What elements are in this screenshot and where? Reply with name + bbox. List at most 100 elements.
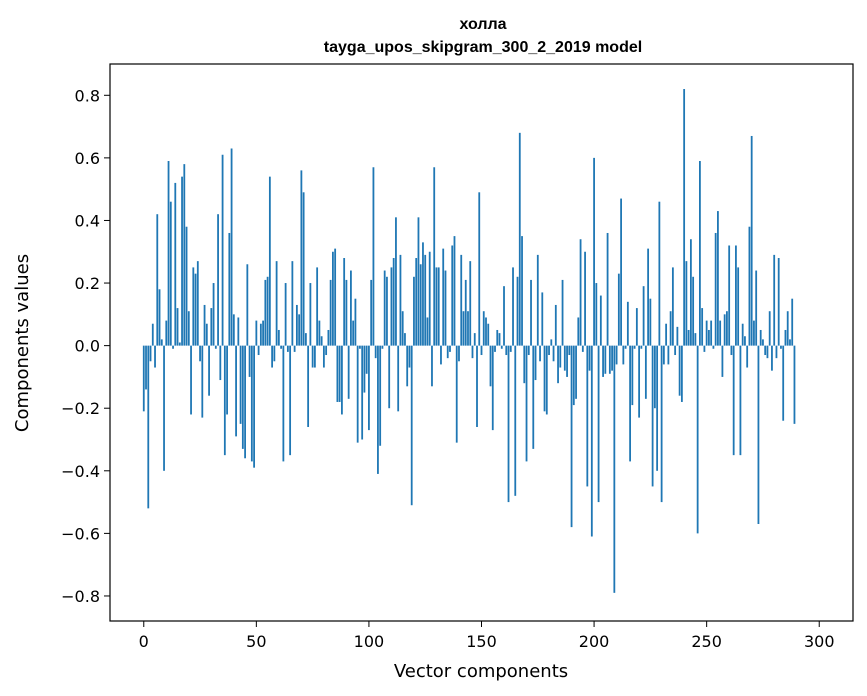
bar — [230, 148, 233, 346]
bar — [433, 167, 436, 346]
bar — [248, 345, 251, 377]
bar — [512, 267, 514, 346]
bar — [379, 345, 382, 446]
bar — [744, 336, 746, 346]
bar — [446, 345, 449, 359]
x-tick-label: 100 — [354, 632, 385, 651]
bar — [208, 345, 210, 396]
bar — [183, 164, 186, 346]
bar — [341, 345, 343, 415]
y-tick-label: 0.0 — [75, 337, 100, 356]
bar — [708, 329, 710, 346]
bar — [638, 345, 641, 418]
bar — [500, 345, 503, 349]
bar — [485, 317, 487, 346]
bar — [359, 345, 361, 349]
bar — [397, 345, 400, 412]
bar — [377, 345, 379, 474]
bar — [656, 345, 659, 471]
bar — [142, 345, 145, 412]
bar — [694, 333, 697, 346]
bar — [307, 345, 310, 427]
bar — [786, 311, 789, 346]
bar — [689, 239, 692, 346]
bar — [534, 345, 537, 381]
bar — [431, 345, 433, 387]
bar — [399, 254, 402, 346]
bar — [336, 345, 339, 402]
bar — [771, 345, 773, 371]
bar — [322, 345, 325, 368]
bar — [187, 311, 190, 346]
bar — [404, 333, 406, 346]
bar — [509, 345, 512, 352]
bar — [496, 329, 499, 346]
bar — [275, 261, 278, 346]
bar — [298, 314, 301, 346]
bar — [302, 192, 305, 346]
bar — [350, 270, 352, 346]
bar — [701, 308, 704, 346]
bar — [568, 345, 571, 356]
y-tick-label: 0.4 — [75, 211, 100, 230]
y-tick-label: −0.8 — [61, 587, 100, 606]
bar — [626, 301, 629, 346]
bar — [295, 304, 298, 346]
bar — [250, 345, 253, 462]
bar — [192, 267, 195, 346]
bar — [590, 345, 593, 537]
bar — [739, 345, 742, 456]
bar — [147, 345, 150, 509]
bar — [735, 245, 737, 346]
bar — [395, 217, 397, 346]
bar — [674, 345, 677, 356]
bar — [728, 245, 731, 346]
bar — [235, 345, 237, 437]
bar — [563, 345, 566, 371]
bar — [651, 345, 654, 487]
bar — [732, 345, 735, 456]
bar — [210, 308, 213, 346]
bar — [316, 267, 319, 346]
bar — [550, 339, 553, 346]
bar — [741, 323, 744, 346]
x-tick-label: 50 — [246, 632, 266, 651]
bar — [696, 345, 699, 534]
bar — [644, 345, 647, 399]
bar — [730, 345, 733, 356]
bar — [300, 170, 303, 346]
bar — [329, 279, 332, 346]
bar — [613, 345, 616, 593]
bar — [629, 345, 631, 462]
bar — [363, 345, 366, 393]
bar — [521, 236, 523, 346]
x-tick-label: 200 — [579, 632, 610, 651]
bar — [464, 279, 467, 346]
bar — [356, 345, 359, 443]
bar — [212, 283, 215, 346]
bar — [505, 345, 508, 356]
bar — [791, 298, 794, 346]
chart-subtitle: tayga_upos_skipgram_300_2_2019 model — [324, 39, 642, 56]
y-axis-label: Components values — [12, 254, 33, 432]
bar — [455, 345, 458, 443]
bar — [226, 345, 228, 415]
bar — [370, 279, 373, 346]
bar — [158, 289, 161, 346]
bar — [692, 276, 695, 346]
bar — [757, 345, 760, 524]
bar — [273, 345, 276, 362]
bar — [253, 345, 255, 468]
bar — [201, 345, 204, 418]
bar — [523, 345, 526, 384]
bar — [683, 89, 686, 346]
bar — [554, 304, 557, 346]
bar — [494, 345, 496, 352]
bar — [710, 320, 713, 346]
bar — [163, 345, 165, 471]
bar — [687, 329, 690, 346]
bar — [620, 198, 622, 346]
bar — [579, 239, 582, 346]
bar — [381, 345, 384, 349]
bar — [548, 345, 550, 356]
